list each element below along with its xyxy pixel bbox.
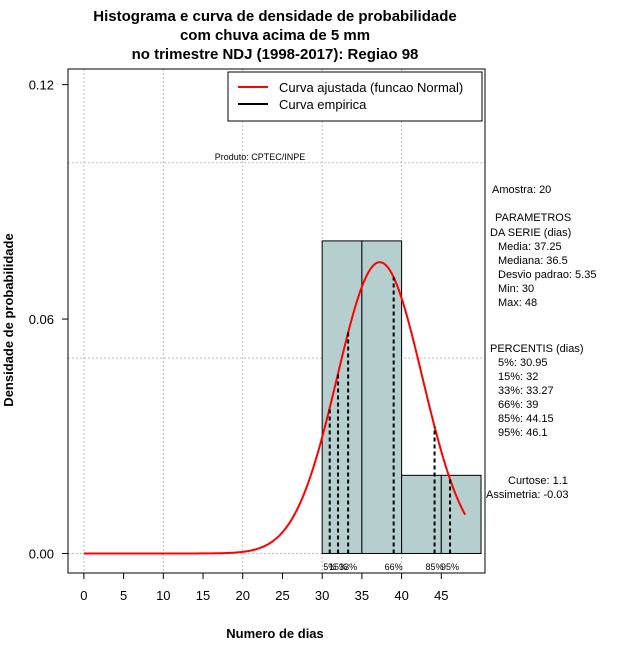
stat-param-title-1: PARAMETROS bbox=[495, 212, 571, 224]
chart-title-line-1: Histograma e curva de densidade de proba… bbox=[93, 8, 456, 25]
stat-min: Min: 30 bbox=[498, 283, 534, 295]
stat-p95: 95%: 46.1 bbox=[498, 427, 548, 439]
histogram-bar-3 bbox=[440, 474, 482, 554]
product-label: Produto: CPTEC/INPE bbox=[215, 152, 306, 162]
x-tick-label-25: 25 bbox=[275, 588, 289, 603]
stat-param-title-2: DA SERIE (dias) bbox=[490, 227, 571, 239]
x-tick-label-30: 30 bbox=[315, 588, 329, 603]
legend-label-empirical: Curva empirica bbox=[279, 97, 367, 112]
histogram-bar-0 bbox=[321, 240, 363, 554]
stat-p5: 5%: 30.95 bbox=[498, 357, 548, 369]
x-tick-label-10: 10 bbox=[156, 588, 170, 603]
percentile-lines-layer: 5%15%33% 66% 85%95% bbox=[323, 277, 459, 572]
stat-desvio: Desvio padrao: 5.35 bbox=[498, 269, 596, 281]
y-tick-label-2: 0.12 bbox=[29, 78, 54, 93]
normal-density-curve bbox=[83, 261, 467, 555]
legend-box bbox=[227, 71, 483, 122]
stat-max: Max: 48 bbox=[498, 297, 537, 309]
y-axis-label: Densidade de probabilidade bbox=[1, 233, 16, 406]
y-tick-label-0: 0.00 bbox=[29, 546, 54, 561]
percentile-label-66pct: 66% bbox=[385, 562, 403, 572]
percentile-label-15pct: 15% bbox=[329, 562, 347, 572]
percentile-label-33pct: 33% bbox=[339, 562, 357, 572]
plot-frame bbox=[67, 68, 486, 574]
legend: Curva ajustada (funcao Normal) Curva emp… bbox=[227, 71, 483, 122]
stat-perc-title: PERCENTIS (dias) bbox=[490, 343, 584, 355]
percentile-label-95pct: 95% bbox=[441, 562, 459, 572]
y-tick-label-1: 0.06 bbox=[29, 312, 54, 327]
x-tick-label-45: 45 bbox=[434, 588, 448, 603]
x-tick-label-40: 40 bbox=[394, 588, 408, 603]
chart-title-line-3: no trimestre NDJ (1998-2017): Regiao 98 bbox=[132, 46, 419, 63]
x-tick-label-20: 20 bbox=[236, 588, 250, 603]
stat-curtose: Curtose: 1.1 bbox=[508, 475, 568, 487]
stats-side-panel: Amostra: 20 PARAMETROS DA SERIE (dias) M… bbox=[486, 184, 596, 501]
x-tick-label-35: 35 bbox=[355, 588, 369, 603]
axes-layer: 0 5 10 15 20 25 30 35 40 45 0.00 0.06 0.12 bbox=[29, 78, 449, 603]
stat-p15: 15%: 32 bbox=[498, 371, 538, 383]
curve-layer bbox=[83, 261, 467, 555]
stat-p33: 33%: 33.27 bbox=[498, 385, 554, 397]
x-axis-label: Numero de dias bbox=[226, 626, 324, 641]
stat-assimetria: Assimetria: -0.03 bbox=[486, 489, 569, 501]
x-tick-label-5: 5 bbox=[120, 588, 127, 603]
histogram-bar-1 bbox=[361, 240, 403, 554]
chart-title-line-2: com chuva acima de 5 mm bbox=[180, 27, 370, 44]
stat-mediana: Mediana: 36.5 bbox=[498, 255, 568, 267]
stat-amostra: Amostra: 20 bbox=[492, 184, 551, 196]
stat-p85: 85%: 44.15 bbox=[498, 413, 554, 425]
x-tick-label-0: 0 bbox=[80, 588, 87, 603]
stat-media: Media: 37.25 bbox=[498, 241, 562, 253]
percentile-label-85pct: 85% bbox=[426, 562, 444, 572]
stat-p66: 66%: 39 bbox=[498, 399, 538, 411]
bars-layer bbox=[321, 240, 482, 554]
percentile-label-5pct: 5% bbox=[323, 562, 336, 572]
legend-label-normal: Curva ajustada (funcao Normal) bbox=[279, 80, 463, 95]
x-tick-label-15: 15 bbox=[196, 588, 210, 603]
